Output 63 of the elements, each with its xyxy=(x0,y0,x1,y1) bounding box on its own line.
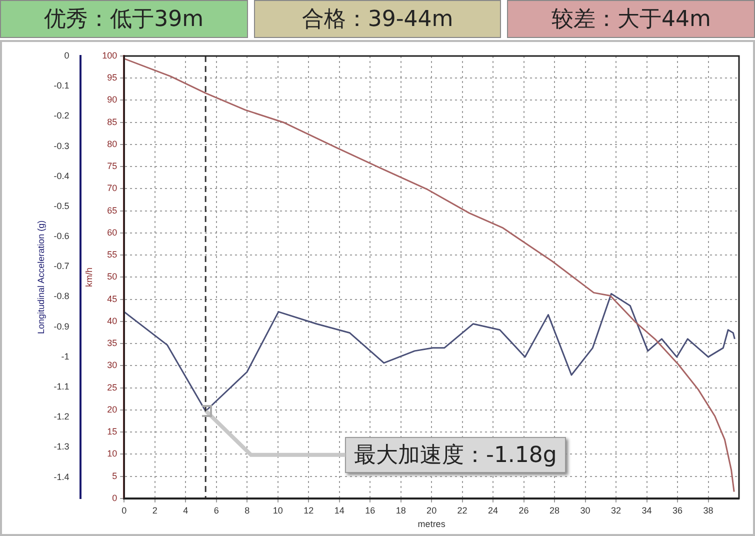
x-tick-label: 34 xyxy=(642,505,652,516)
y2-axis-title: km/h xyxy=(84,267,94,287)
y2-tick-label: 20 xyxy=(107,404,118,414)
y2-tick-label: 85 xyxy=(107,116,118,127)
y2-tick-label: 60 xyxy=(107,227,118,238)
y2-tick-label: 25 xyxy=(107,382,118,392)
y2-tick-label: 0 xyxy=(112,492,118,503)
y2-tick-label: 75 xyxy=(107,161,118,172)
x-tick-label: 14 xyxy=(334,505,344,516)
x-tick-label: 38 xyxy=(703,505,714,516)
y2-tick-label: 70 xyxy=(107,183,118,194)
y2-tick-label: 35 xyxy=(107,338,118,348)
y2-tick-label: 50 xyxy=(107,272,118,282)
y2-tick-label: 40 xyxy=(107,316,118,326)
x-tick-label: 4 xyxy=(183,505,188,516)
y2-tick-label: 95 xyxy=(107,72,118,83)
y-tick-label: -0.4 xyxy=(54,170,70,181)
x-tick-label: 32 xyxy=(611,505,622,516)
y-tick-label: -1 xyxy=(61,351,70,362)
y2-tick-label: 5 xyxy=(112,470,118,481)
x-tick-label: 10 xyxy=(272,505,283,516)
x-tick-label: 8 xyxy=(244,505,250,516)
x-axis-title: metres xyxy=(418,519,446,530)
y-tick-label: -1.2 xyxy=(54,412,70,422)
y-tick-label: -1.3 xyxy=(54,442,70,452)
y-tick-label: -1.1 xyxy=(54,382,70,392)
x-tick-label: 16 xyxy=(365,505,376,516)
y2-tick-label: 55 xyxy=(107,250,118,260)
y2-tick-label: 10 xyxy=(107,448,118,459)
x-tick-label: 28 xyxy=(550,505,560,516)
y-tick-label: -0.9 xyxy=(54,321,70,332)
y-tick-label: 0 xyxy=(64,50,70,60)
y2-tick-label: 45 xyxy=(107,294,118,304)
y2-tick-label: 100 xyxy=(102,50,118,60)
x-tick-label: 22 xyxy=(457,505,468,516)
y2-tick-label: 90 xyxy=(107,94,118,105)
annotation: 最大加速度：-1.18g xyxy=(345,437,566,473)
x-tick-label: 24 xyxy=(488,505,498,516)
y-tick-label: -0.2 xyxy=(54,110,70,121)
x-tick-label: 12 xyxy=(304,505,314,516)
x-tick-label: 26 xyxy=(518,505,529,516)
text: 优秀：低于39m xyxy=(0,0,248,38)
y-tick-label: -0.8 xyxy=(54,291,70,302)
y2-tick-label: 30 xyxy=(107,360,118,370)
x-tick-label: 6 xyxy=(214,505,219,516)
x-tick-label: 20 xyxy=(426,505,437,516)
y-tick-label: -0.6 xyxy=(54,231,70,242)
y-tick-label: -0.5 xyxy=(54,200,70,211)
y-tick-label: -1.4 xyxy=(54,472,70,482)
x-tick-label: 2 xyxy=(152,505,158,516)
y-tick-label: -0.7 xyxy=(54,261,70,272)
y2-tick-label: 15 xyxy=(107,426,118,437)
text: 合格：39-44m xyxy=(254,0,502,38)
x-tick-label: 0 xyxy=(122,505,127,516)
y-tick-label: -0.1 xyxy=(54,80,70,91)
x-tick-label: 18 xyxy=(396,505,406,516)
y2-tick-label: 80 xyxy=(107,138,118,149)
x-tick-label: 30 xyxy=(580,505,590,516)
text: 较差：大于44m xyxy=(507,0,755,38)
y-tick-label: -0.3 xyxy=(54,140,70,151)
y2-tick-label: 65 xyxy=(107,205,118,216)
y-axis-title: Longitudinal Acceleration (g) xyxy=(36,220,46,334)
x-tick-label: 36 xyxy=(672,505,683,516)
